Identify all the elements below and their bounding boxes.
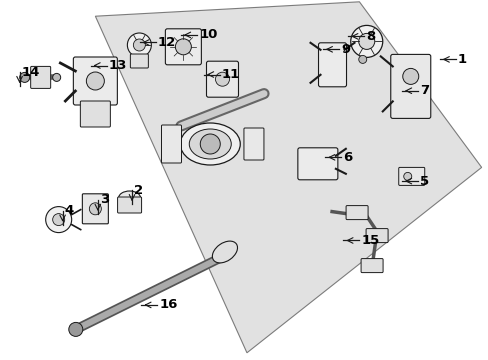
Text: 8: 8 <box>366 30 375 43</box>
Text: 11: 11 <box>222 68 240 81</box>
Text: 5: 5 <box>419 175 428 188</box>
Circle shape <box>45 207 72 233</box>
Circle shape <box>20 72 30 82</box>
Text: 16: 16 <box>159 298 178 311</box>
FancyBboxPatch shape <box>82 194 108 224</box>
FancyBboxPatch shape <box>318 43 346 87</box>
Circle shape <box>53 213 64 226</box>
FancyBboxPatch shape <box>117 197 142 213</box>
Circle shape <box>358 55 366 63</box>
FancyBboxPatch shape <box>390 54 430 118</box>
Text: 4: 4 <box>64 204 74 217</box>
Text: 10: 10 <box>199 28 217 41</box>
FancyBboxPatch shape <box>73 57 117 105</box>
Circle shape <box>69 323 82 336</box>
FancyBboxPatch shape <box>31 66 51 89</box>
Text: 9: 9 <box>340 43 349 56</box>
FancyBboxPatch shape <box>206 61 238 97</box>
Circle shape <box>86 72 104 90</box>
Text: 2: 2 <box>134 184 143 197</box>
Circle shape <box>127 33 151 57</box>
Circle shape <box>350 26 382 57</box>
Text: 15: 15 <box>361 234 379 247</box>
Ellipse shape <box>212 241 237 263</box>
Text: 13: 13 <box>108 59 127 72</box>
FancyBboxPatch shape <box>130 54 148 68</box>
Text: 1: 1 <box>457 53 466 66</box>
FancyBboxPatch shape <box>165 29 201 65</box>
FancyBboxPatch shape <box>346 206 367 220</box>
Circle shape <box>215 72 229 86</box>
Circle shape <box>200 134 220 154</box>
Circle shape <box>403 172 411 180</box>
Ellipse shape <box>180 123 240 165</box>
Text: 14: 14 <box>21 66 40 78</box>
Circle shape <box>402 68 418 84</box>
Polygon shape <box>95 2 481 353</box>
Circle shape <box>133 39 145 51</box>
Circle shape <box>358 33 374 49</box>
Circle shape <box>89 203 101 215</box>
FancyBboxPatch shape <box>398 167 424 185</box>
Text: 12: 12 <box>157 36 175 49</box>
Ellipse shape <box>189 129 231 159</box>
FancyBboxPatch shape <box>297 148 337 180</box>
FancyBboxPatch shape <box>360 258 382 273</box>
Circle shape <box>53 73 61 81</box>
Ellipse shape <box>119 191 140 205</box>
FancyBboxPatch shape <box>80 101 110 127</box>
Text: 6: 6 <box>343 151 352 164</box>
FancyBboxPatch shape <box>366 229 387 243</box>
Circle shape <box>175 39 191 55</box>
Text: 3: 3 <box>100 193 109 206</box>
Text: 7: 7 <box>419 84 428 97</box>
FancyBboxPatch shape <box>161 125 181 163</box>
FancyBboxPatch shape <box>244 128 264 160</box>
